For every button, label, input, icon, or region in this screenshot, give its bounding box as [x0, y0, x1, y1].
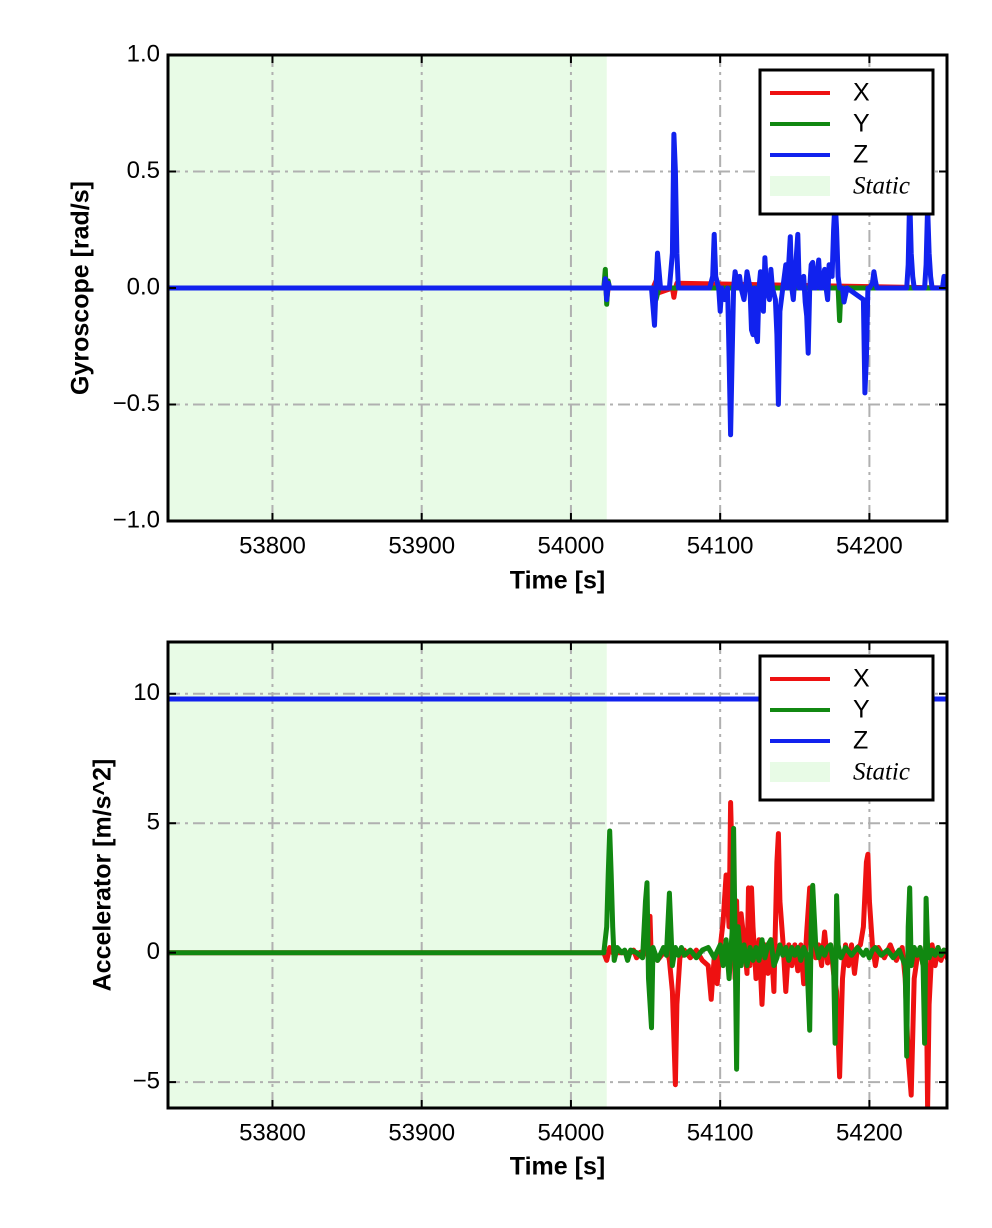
legend-swatch-static [770, 762, 830, 782]
x-tick-label: 54200 [836, 532, 903, 559]
y-tick-label: 0 [147, 938, 160, 965]
legend: XYZ Static [758, 654, 935, 802]
legend-label-x: X [853, 79, 870, 107]
y-tick-label: 10 [133, 679, 160, 706]
y-tick-label: 0.0 [127, 273, 160, 300]
y-axis-label: Accelerator [m/s^2] [89, 759, 117, 992]
x-tick-label: 53900 [388, 532, 455, 559]
legend-label-y: Y [853, 696, 870, 724]
y-tick-label: −1.0 [113, 506, 160, 533]
y-tick-label: −5 [133, 1067, 160, 1094]
x-tick-label: 54000 [538, 1119, 605, 1146]
legend-label-z: Z [853, 727, 868, 755]
x-axis-label: Time [s] [510, 567, 605, 595]
x-tick-label: 54100 [687, 532, 754, 559]
legend-label-z: Z [853, 141, 868, 169]
y-tick-label: 0.5 [127, 157, 160, 184]
accelerometer-chart: 53800 53900 54000 54100 54200 −5 0 5 10 Time [s] A… [89, 640, 949, 1181]
y-tick-label: 1.0 [127, 40, 160, 67]
legend-label-y: Y [853, 110, 870, 138]
series-line-z [168, 131, 947, 438]
plot-area [168, 131, 947, 438]
y-tick-label: 5 [147, 809, 160, 836]
x-tick-label: 53900 [388, 1119, 455, 1146]
x-axis-label: Time [s] [510, 1153, 605, 1181]
legend-label-static: Static [853, 759, 910, 786]
x-tick-label: 54200 [836, 1119, 903, 1146]
legend-label-x: X [853, 665, 870, 693]
x-tick-label: 54100 [687, 1119, 754, 1146]
series-line-y [168, 825, 947, 1072]
legend-label-static: Static [853, 173, 910, 200]
y-axis-label: Gyroscope [rad/s] [67, 181, 95, 395]
x-tick-label: 54000 [538, 532, 605, 559]
gyroscope-chart: 53800 53900 54000 54100 54200 −1.0 −0.5 0.0 0.5 1… [67, 40, 949, 595]
legend: XYZ Static [758, 68, 935, 216]
static-region [168, 642, 607, 1108]
legend-swatch-static [770, 176, 830, 196]
plot-frame [166, 640, 949, 1110]
x-tick-label: 53800 [239, 532, 306, 559]
x-tick-label: 53800 [239, 1119, 306, 1146]
y-tick-label: −0.5 [113, 390, 160, 417]
